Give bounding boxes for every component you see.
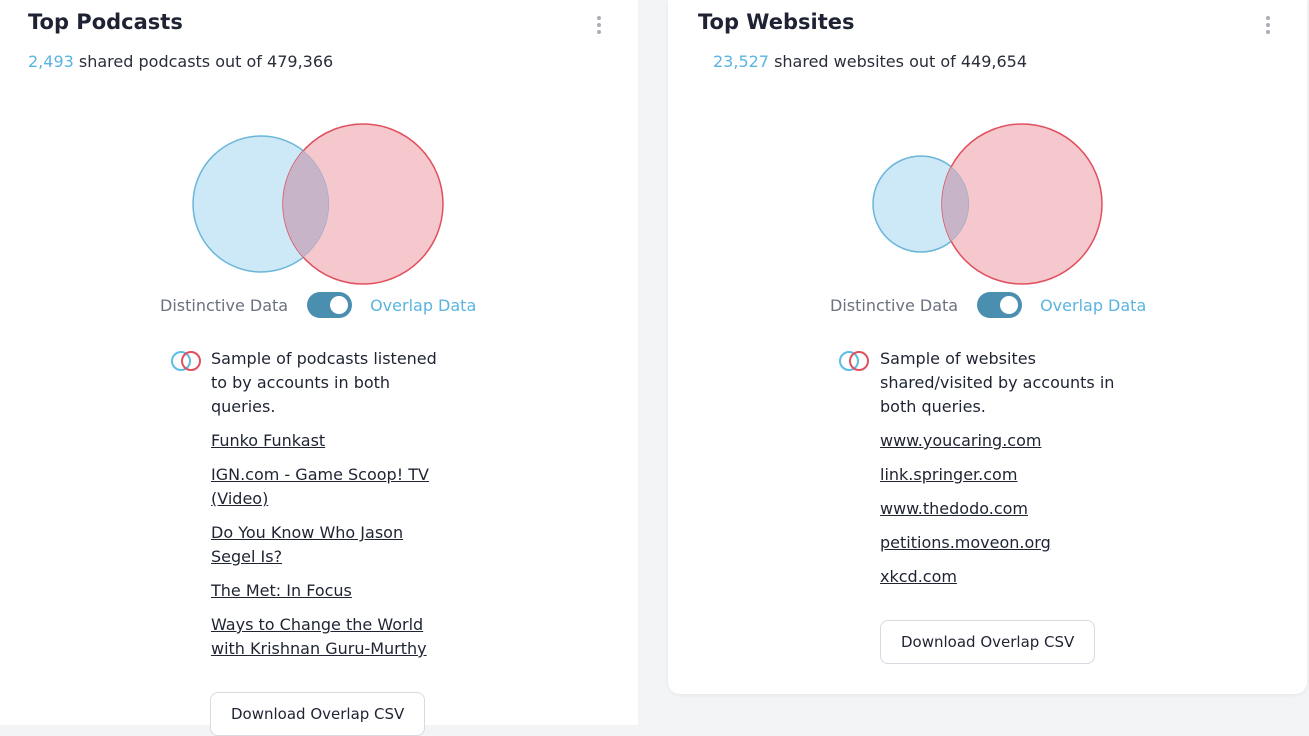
website-link[interactable]: link.springer.com (880, 465, 1018, 484)
kebab-menu-icon[interactable] (597, 16, 601, 34)
list-item[interactable]: link.springer.com (880, 463, 1140, 487)
podcasts-toggle-row: Distinctive Data Overlap Data (160, 292, 476, 318)
websites-shared-count: 23,527 (713, 52, 769, 71)
list-item[interactable]: Ways to Change the World with Krishnan G… (211, 613, 441, 661)
website-link[interactable]: petitions.moveon.org (880, 533, 1051, 552)
venn-overlap-icon (171, 351, 201, 371)
website-link[interactable]: www.thedodo.com (880, 499, 1028, 518)
podcast-link[interactable]: Do You Know Who Jason Segel Is? (211, 523, 404, 566)
kebab-menu-icon[interactable] (1266, 16, 1270, 34)
venn-overlap-icon (839, 351, 869, 371)
download-overlap-csv-button[interactable]: Download Overlap CSV (210, 692, 426, 736)
list-item[interactable]: xkcd.com (880, 565, 1140, 589)
websites-sample-description: Sample of websites shared/visited by acc… (880, 349, 1115, 416)
websites-list: www.youcaring.com link.springer.com www.… (880, 429, 1140, 599)
list-item[interactable]: www.thedodo.com (880, 497, 1140, 521)
overlap-toggle-switch[interactable] (977, 292, 1023, 318)
websites-shared-text: shared websites out of 449,654 (768, 52, 1028, 71)
podcasts-summary: 2,493 shared podcasts out of 479,366 (28, 52, 333, 71)
toggle-knob (1000, 296, 1019, 314)
distinctive-data-label[interactable]: Distinctive Data (830, 295, 959, 315)
toggle-knob (330, 296, 349, 314)
websites-panel: Top Websites 23,527 shared websites out … (668, 0, 1307, 694)
distinctive-data-label[interactable]: Distinctive Data (160, 295, 289, 315)
websites-toggle-row: Distinctive Data Overlap Data (830, 292, 1146, 318)
list-item[interactable]: petitions.moveon.org (880, 531, 1140, 555)
website-link[interactable]: xkcd.com (880, 567, 957, 586)
websites-venn-diagram (872, 123, 1103, 285)
list-item[interactable]: Do You Know Who Jason Segel Is? (211, 521, 441, 569)
podcasts-panel: Top Podcasts 2,493 shared podcasts out o… (0, 0, 638, 736)
list-item[interactable]: www.youcaring.com (880, 429, 1140, 453)
list-item[interactable]: The Met: In Focus (211, 579, 441, 603)
websites-title: Top Websites (698, 10, 855, 34)
podcast-link[interactable]: Funko Funkast (211, 431, 326, 450)
websites-summary: 23,527 shared websites out of 449,654 (713, 52, 1027, 71)
overlap-toggle-switch[interactable] (307, 292, 353, 318)
podcast-link[interactable]: Ways to Change the World with Krishnan G… (211, 615, 427, 658)
list-item[interactable]: Funko Funkast (211, 429, 441, 453)
download-overlap-csv-button[interactable]: Download Overlap CSV (880, 620, 1096, 664)
podcast-link[interactable]: IGN.com - Game Scoop! TV (Video) (211, 465, 429, 508)
overlap-data-label[interactable]: Overlap Data (370, 295, 477, 315)
podcast-link[interactable]: The Met: In Focus (211, 581, 352, 600)
podcasts-sample-description: Sample of podcasts listened to by accoun… (211, 349, 437, 416)
podcasts-shared-text: shared podcasts out of 479,366 (73, 52, 334, 71)
website-link[interactable]: www.youcaring.com (880, 431, 1042, 450)
podcasts-venn-diagram (192, 123, 444, 285)
overlap-data-label[interactable]: Overlap Data (1040, 295, 1147, 315)
podcasts-title: Top Podcasts (28, 10, 183, 34)
podcasts-list: Funko Funkast IGN.com - Game Scoop! TV (… (211, 429, 441, 671)
list-item[interactable]: IGN.com - Game Scoop! TV (Video) (211, 463, 441, 511)
podcasts-shared-count: 2,493 (28, 52, 74, 71)
